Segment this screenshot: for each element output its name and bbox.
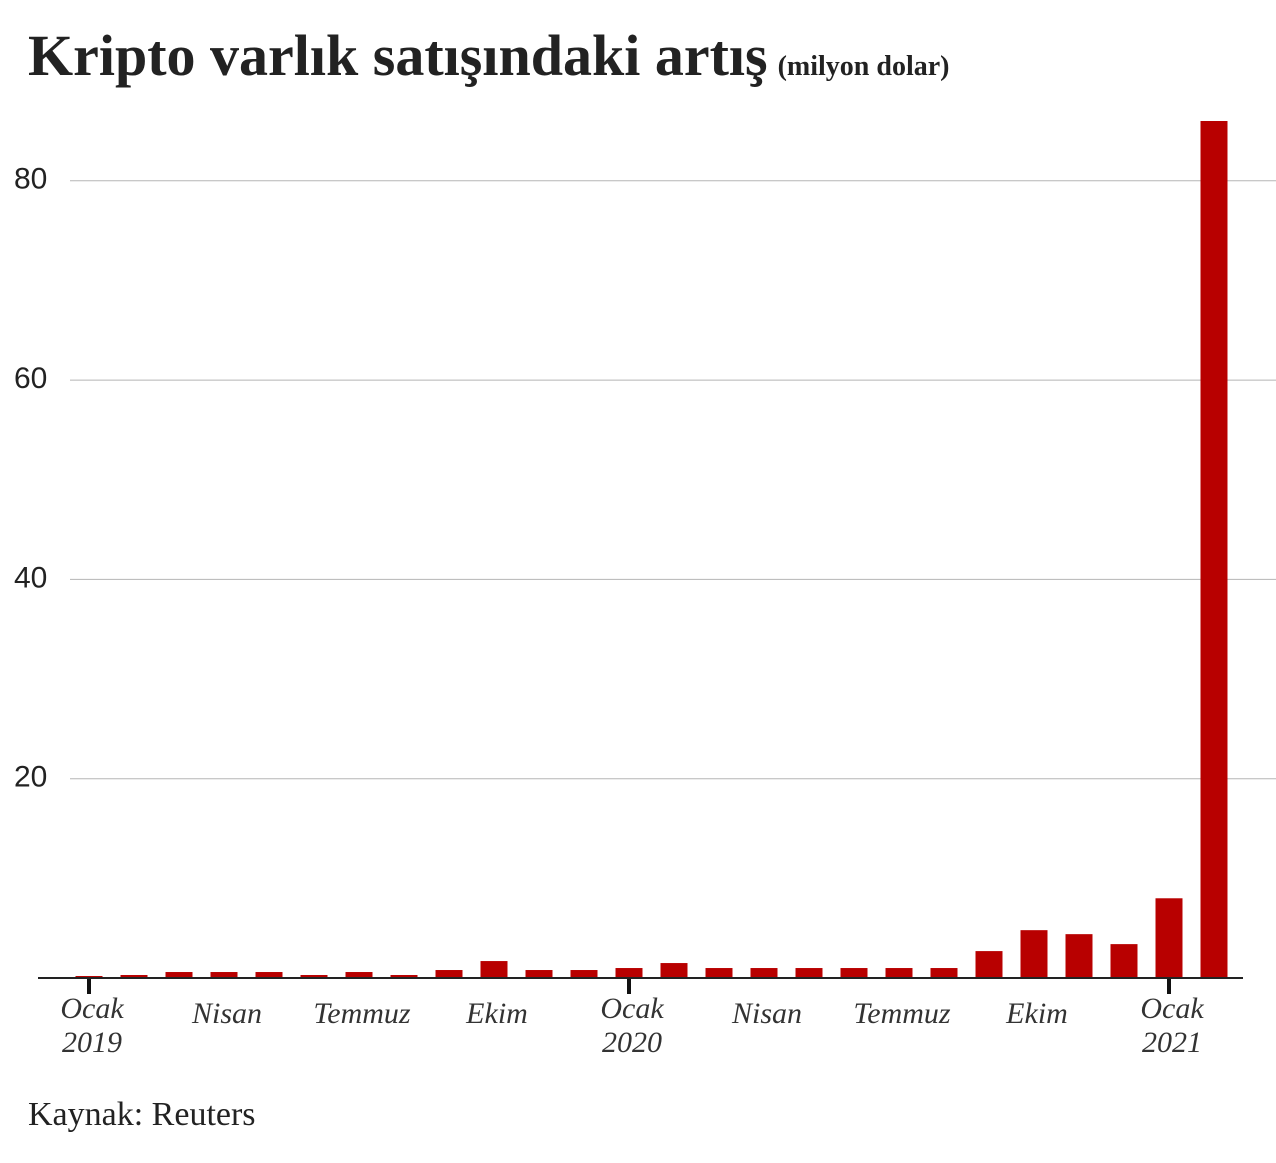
y-tick-label: 40 — [14, 561, 47, 594]
bar — [210, 972, 238, 978]
bar — [615, 968, 643, 978]
source: Kaynak: Reuters — [28, 1096, 256, 1133]
x-tick-label: Nisan — [731, 997, 803, 1030]
bar — [300, 975, 328, 978]
bar — [840, 968, 868, 978]
bar — [390, 975, 418, 978]
x-tick-label: Nisan — [191, 997, 263, 1030]
bar — [930, 968, 958, 978]
bar — [165, 972, 193, 978]
x-tick-label: Ekim — [466, 997, 528, 1030]
bar — [660, 963, 688, 978]
x-tick-label: Temmuz — [853, 997, 951, 1030]
bar — [1155, 898, 1183, 978]
bar — [1020, 930, 1048, 978]
bar — [750, 968, 778, 978]
bar — [120, 975, 148, 978]
x-tick-label: Ocak 2020 — [600, 992, 664, 1059]
x-tick-label: Temmuz — [313, 997, 411, 1030]
chart-title: Kripto varlık satışındaki artış — [28, 23, 768, 88]
bar — [525, 970, 553, 978]
x-tick-label: Ocak 2019 — [60, 992, 124, 1059]
bar — [1110, 944, 1138, 978]
y-tick-label: 60 — [14, 362, 47, 395]
bar — [435, 970, 463, 978]
y-tick-label: 80 — [14, 163, 47, 196]
bar — [570, 970, 598, 978]
x-tick-label: Ekim — [1006, 997, 1068, 1030]
bar — [480, 961, 508, 978]
x-tick-label: Ocak 2021 — [1140, 992, 1204, 1059]
bar — [1065, 934, 1093, 978]
bar — [885, 968, 913, 978]
y-tick-label: 20 — [14, 761, 47, 794]
title-block: Kripto varlık satışındaki artış (milyon d… — [28, 22, 949, 89]
bar — [1200, 121, 1228, 978]
bar — [975, 951, 1003, 978]
chart-subtitle: (milyon dolar) — [777, 51, 950, 82]
bar — [795, 968, 823, 978]
bar — [255, 972, 283, 978]
bar — [705, 968, 733, 978]
bar — [345, 972, 373, 978]
